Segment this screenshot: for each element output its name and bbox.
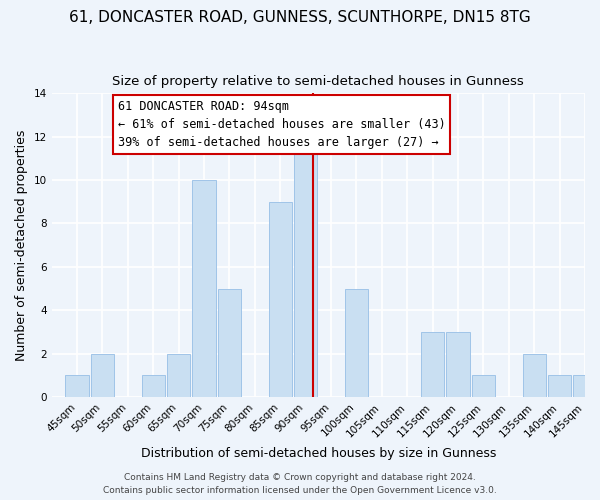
X-axis label: Distribution of semi-detached houses by size in Gunness: Distribution of semi-detached houses by …	[140, 447, 496, 460]
Bar	[91, 354, 114, 397]
Bar	[472, 376, 495, 397]
Bar	[193, 180, 216, 397]
Bar	[218, 288, 241, 397]
Bar	[446, 332, 470, 397]
Bar	[574, 376, 596, 397]
Text: 61 DONCASTER ROAD: 94sqm
← 61% of semi-detached houses are smaller (43)
39% of s: 61 DONCASTER ROAD: 94sqm ← 61% of semi-d…	[118, 100, 445, 149]
Text: Contains HM Land Registry data © Crown copyright and database right 2024.
Contai: Contains HM Land Registry data © Crown c…	[103, 474, 497, 495]
Bar	[167, 354, 190, 397]
Bar	[548, 376, 571, 397]
Bar	[269, 202, 292, 397]
Bar	[142, 376, 165, 397]
Bar	[65, 376, 89, 397]
Bar	[294, 136, 317, 397]
Text: 61, DONCASTER ROAD, GUNNESS, SCUNTHORPE, DN15 8TG: 61, DONCASTER ROAD, GUNNESS, SCUNTHORPE,…	[69, 10, 531, 25]
Bar	[421, 332, 445, 397]
Bar	[523, 354, 546, 397]
Bar	[345, 288, 368, 397]
Y-axis label: Number of semi-detached properties: Number of semi-detached properties	[15, 130, 28, 361]
Title: Size of property relative to semi-detached houses in Gunness: Size of property relative to semi-detach…	[112, 75, 524, 88]
